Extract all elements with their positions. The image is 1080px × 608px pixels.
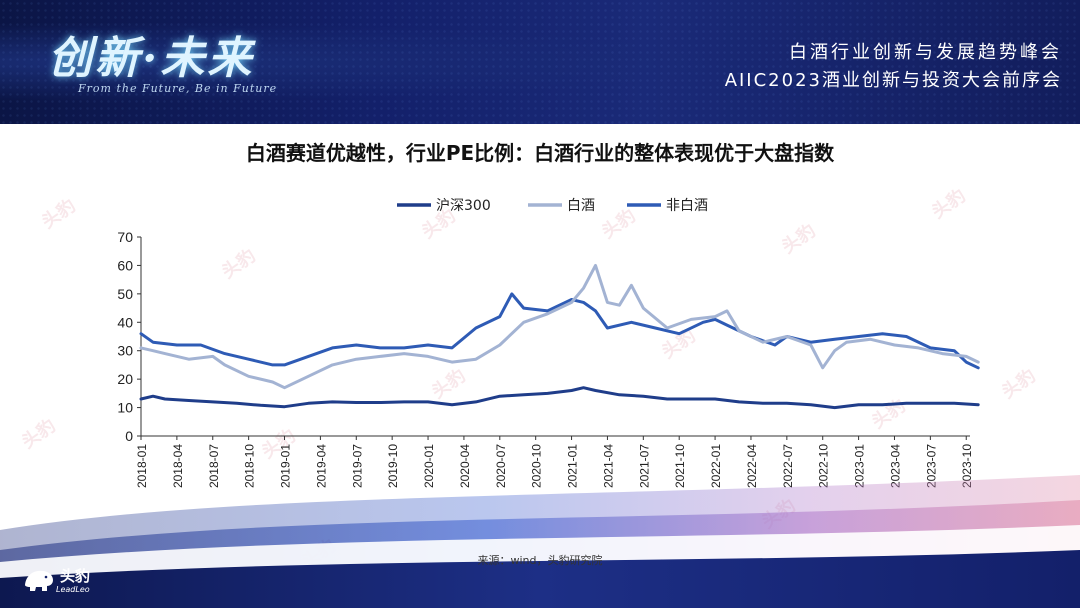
y-tick-label: 40 <box>117 314 133 330</box>
y-tick-label: 20 <box>117 371 133 387</box>
leopard-icon <box>25 570 53 591</box>
x-tick-label: 2022-10 <box>817 444 831 488</box>
x-tick-label: 2019-01 <box>279 444 293 488</box>
chart-title: 白酒赛道优越性，行业PE比例：白酒行业的整体表现优于大盘指数 <box>245 141 835 165</box>
x-tick-label: 2023-07 <box>924 444 938 488</box>
x-tick-label: 2022-01 <box>709 444 723 488</box>
x-tick-label: 2021-10 <box>673 444 687 488</box>
x-tick-label: 2018-07 <box>207 444 221 488</box>
source-note: 来源：wind，头豹研究院 <box>477 554 603 567</box>
event-logo: 创新·未来 <box>48 33 255 84</box>
legend-label: 非白酒 <box>666 198 708 214</box>
summit-title: 白酒行业创新与发展趋势峰会 <box>789 42 1062 63</box>
x-tick-label: 2019-07 <box>350 444 364 488</box>
header-banner: 创新·未来 From the Future, Be in Future 白酒行业… <box>0 0 1080 124</box>
x-tick-label: 2020-04 <box>458 444 472 488</box>
event-logo-subtitle: From the Future, Be in Future <box>78 82 278 95</box>
brand-name-en: LeadLeo <box>56 585 90 594</box>
x-tick-label: 2022-07 <box>781 444 795 488</box>
x-tick-label: 2023-01 <box>853 444 867 488</box>
x-tick-label: 2020-10 <box>530 444 544 488</box>
x-tick-label: 2021-04 <box>601 444 615 488</box>
x-tick-label: 2018-01 <box>135 444 149 488</box>
x-tick-label: 2021-07 <box>637 444 651 488</box>
y-tick-label: 30 <box>117 343 133 359</box>
brand-name: 头豹 <box>60 567 91 585</box>
legend-label: 白酒 <box>567 198 595 214</box>
series-line-baijiu <box>139 263 980 390</box>
x-tick-label: 2020-07 <box>494 444 508 488</box>
series-line-non-baijiu <box>139 292 980 370</box>
x-tick-label: 2022-04 <box>745 444 759 488</box>
x-tick-label: 2019-10 <box>386 444 400 488</box>
footer-swoosh <box>0 475 1080 608</box>
legend-label: 沪深300 <box>436 198 491 214</box>
y-tick-label: 60 <box>117 257 133 273</box>
x-tick-label: 2019-04 <box>314 444 328 488</box>
x-tick-label: 2018-10 <box>243 444 257 488</box>
y-tick-label: 70 <box>117 229 133 245</box>
x-tick-label: 2018-04 <box>171 444 185 488</box>
brand-logo: 头豹 LeadLeo <box>22 565 90 595</box>
x-tick-label: 2023-10 <box>960 444 974 488</box>
y-tick-label: 10 <box>117 400 133 416</box>
y-tick-label: 0 <box>125 428 133 444</box>
x-tick-label: 2021-01 <box>566 444 580 488</box>
summit-subtitle: AIIC2023酒业创新与投资大会前序会 <box>724 70 1062 91</box>
x-tick-label: 2023-04 <box>888 444 902 488</box>
y-tick-label: 50 <box>117 286 133 302</box>
x-tick-label: 2020-01 <box>422 444 436 488</box>
series-line-hs300 <box>139 386 980 410</box>
header-dot-pattern <box>0 0 1080 124</box>
